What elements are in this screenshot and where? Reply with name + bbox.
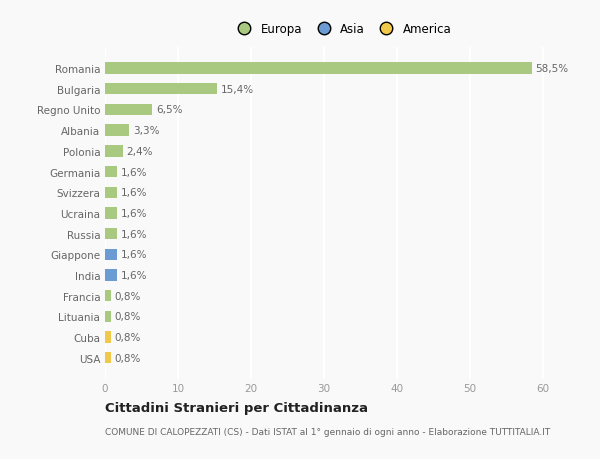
Text: 1,6%: 1,6% xyxy=(121,208,147,218)
Bar xyxy=(105,125,129,136)
Bar xyxy=(105,270,116,281)
Text: 0,8%: 0,8% xyxy=(115,332,141,342)
Bar xyxy=(105,353,111,364)
Bar xyxy=(105,208,116,219)
Bar xyxy=(105,291,111,302)
Bar xyxy=(105,105,152,116)
Bar xyxy=(105,332,111,343)
Bar xyxy=(105,167,116,178)
Text: 0,8%: 0,8% xyxy=(115,353,141,363)
Text: 3,3%: 3,3% xyxy=(133,126,159,136)
Bar xyxy=(105,249,116,260)
Text: 15,4%: 15,4% xyxy=(221,84,254,95)
Bar xyxy=(105,187,116,198)
Text: 58,5%: 58,5% xyxy=(535,64,568,74)
Bar xyxy=(105,229,116,240)
Text: COMUNE DI CALOPEZZATI (CS) - Dati ISTAT al 1° gennaio di ogni anno - Elaborazion: COMUNE DI CALOPEZZATI (CS) - Dati ISTAT … xyxy=(105,427,550,436)
Text: 1,6%: 1,6% xyxy=(121,167,147,177)
Bar xyxy=(105,84,217,95)
Text: 0,8%: 0,8% xyxy=(115,312,141,322)
Text: 1,6%: 1,6% xyxy=(121,229,147,239)
Text: 6,5%: 6,5% xyxy=(156,105,182,115)
Text: 2,4%: 2,4% xyxy=(126,146,152,157)
Legend: Europa, Asia, America: Europa, Asia, America xyxy=(230,21,454,39)
Text: 1,6%: 1,6% xyxy=(121,188,147,198)
Text: Cittadini Stranieri per Cittadinanza: Cittadini Stranieri per Cittadinanza xyxy=(105,401,368,414)
Text: 1,6%: 1,6% xyxy=(121,270,147,280)
Bar xyxy=(105,146,122,157)
Bar xyxy=(105,63,532,74)
Text: 0,8%: 0,8% xyxy=(115,291,141,301)
Text: 1,6%: 1,6% xyxy=(121,250,147,260)
Bar xyxy=(105,311,111,322)
